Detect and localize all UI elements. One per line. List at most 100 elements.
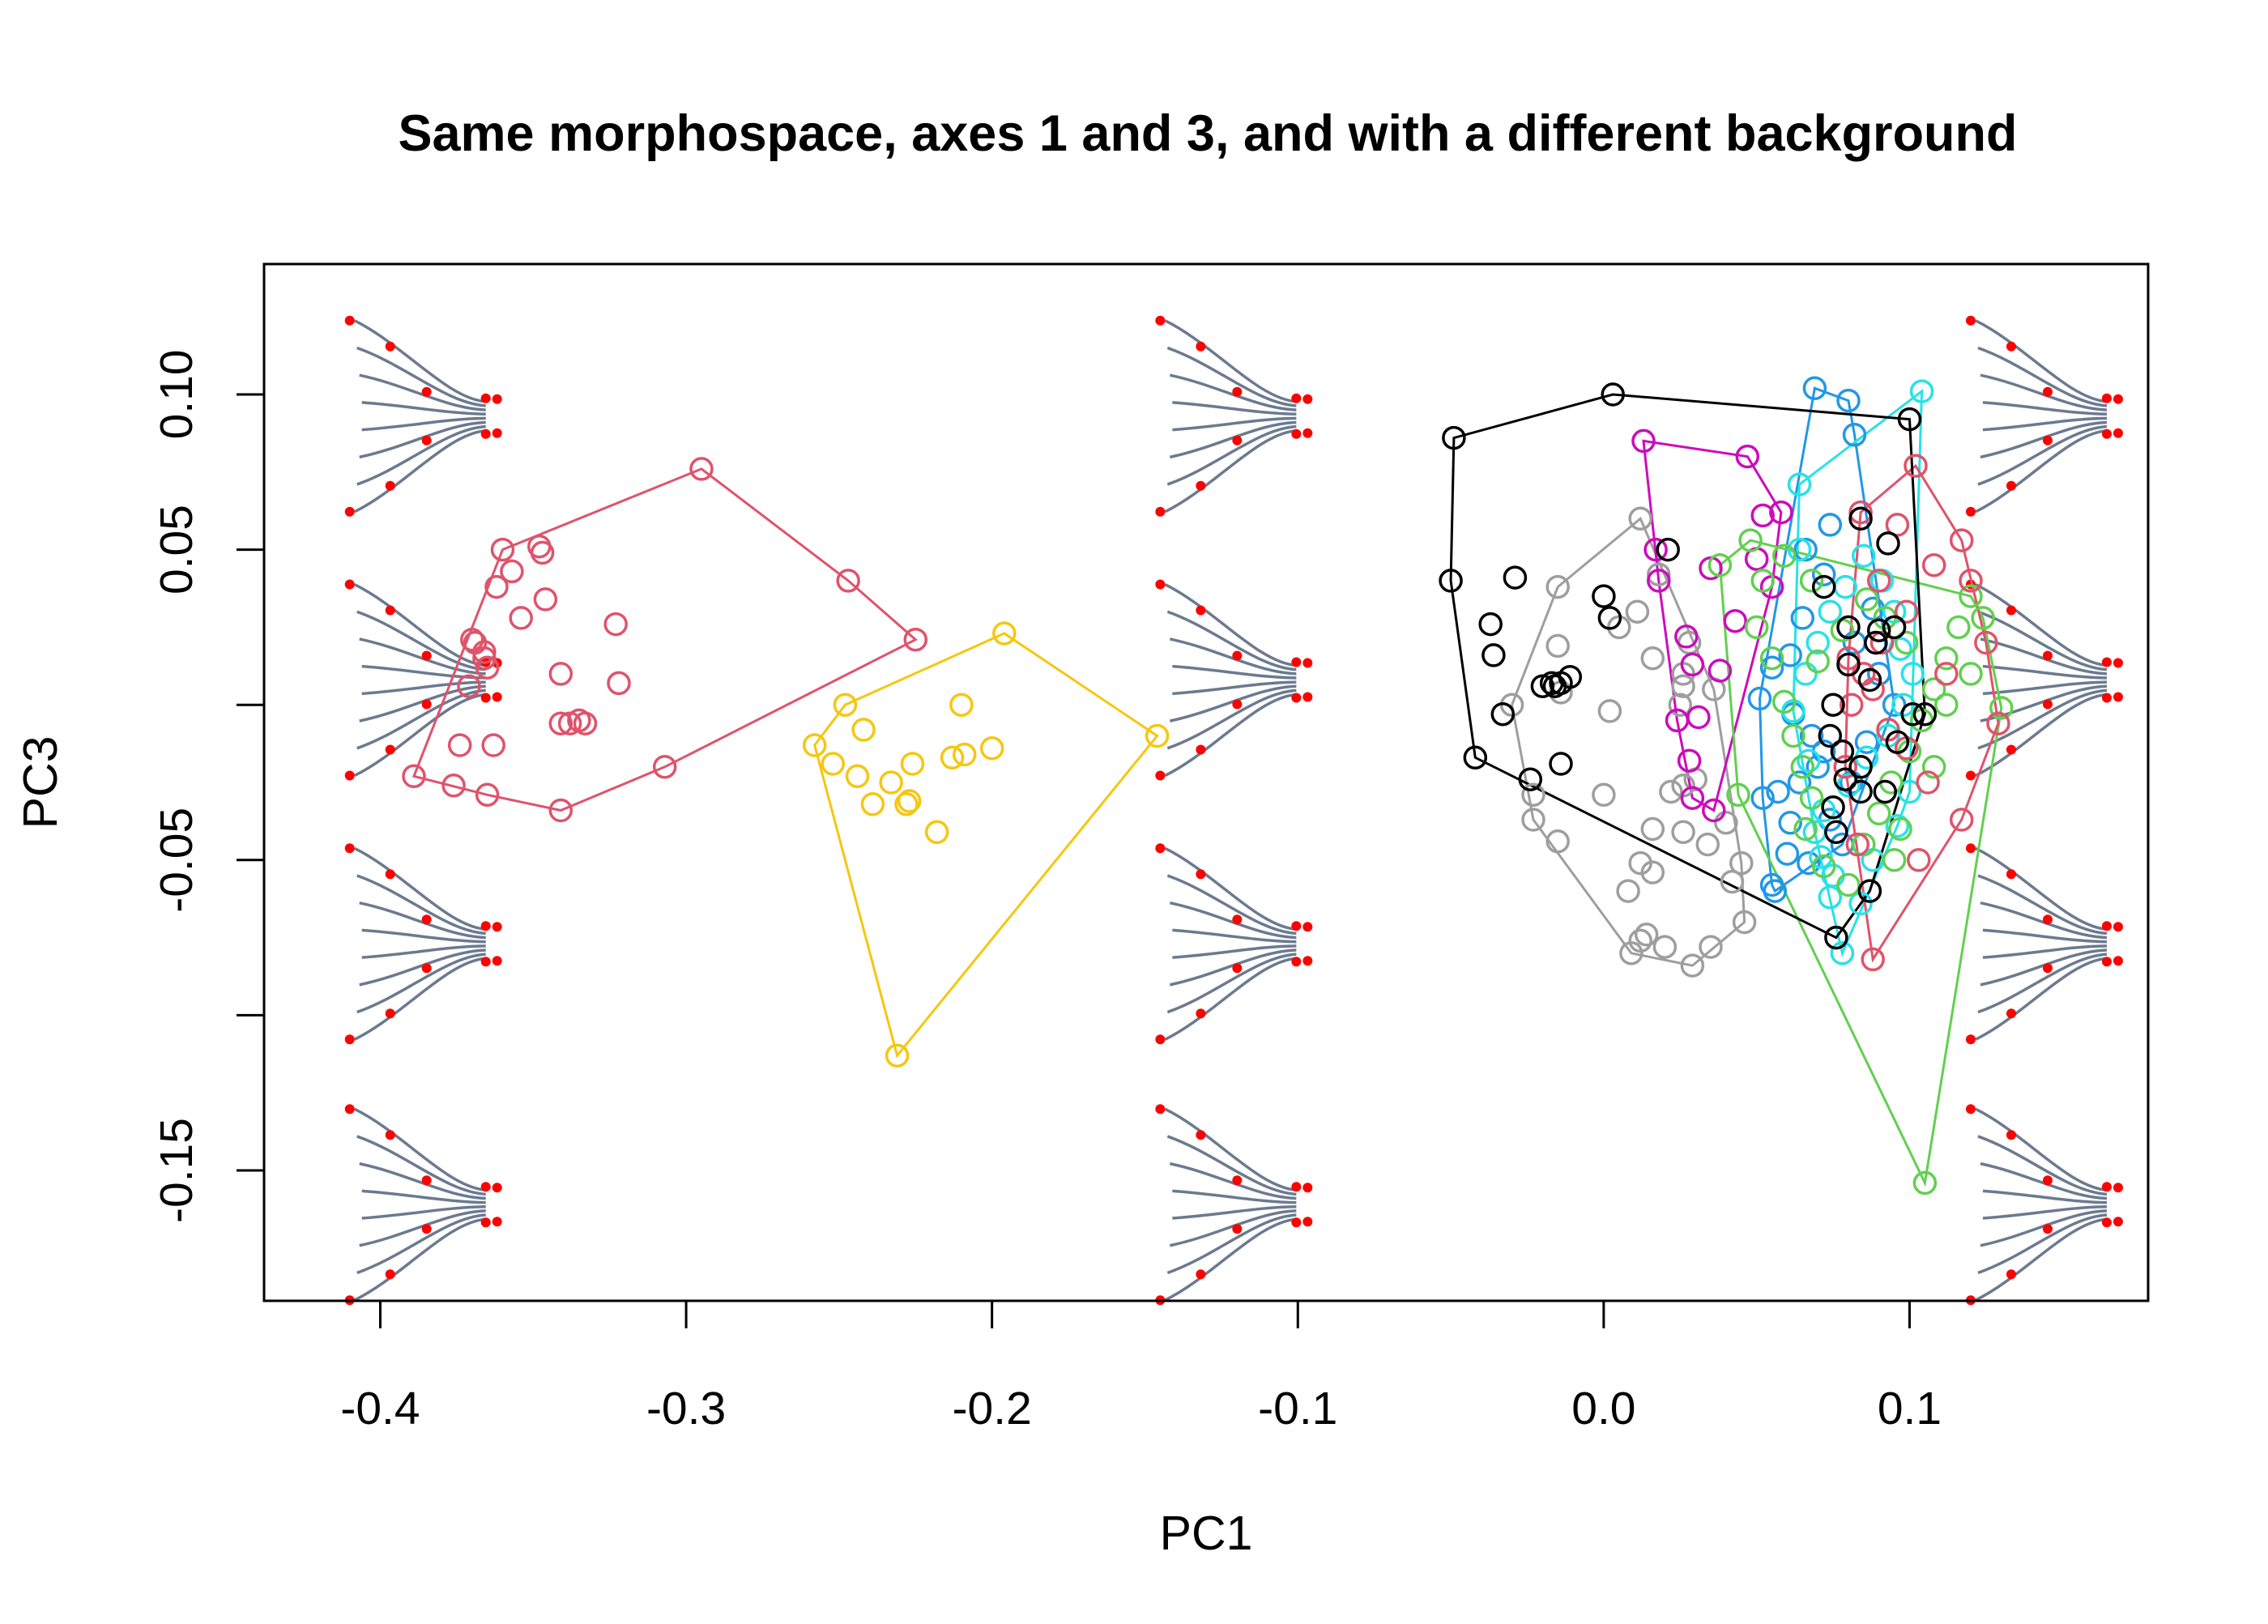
data-point [1852, 832, 1876, 857]
data-point [1839, 693, 1864, 717]
data-point [1759, 655, 1784, 680]
data-point [1592, 782, 1616, 808]
fin-landmark [1196, 869, 1206, 880]
data-point [447, 733, 472, 757]
data-point [949, 693, 974, 717]
fin-landmark [2006, 341, 2016, 352]
data-point [1759, 872, 1784, 897]
data-point [1769, 500, 1793, 525]
data-point [1652, 935, 1678, 959]
fin-landmark [1291, 1182, 1302, 1192]
data-point [1518, 767, 1543, 791]
data-point [1628, 850, 1652, 876]
data-point [1830, 941, 1855, 965]
data-point [1959, 662, 1983, 686]
data-point [1656, 537, 1680, 562]
fin-landmark [1302, 692, 1313, 702]
data-point [1921, 552, 1946, 578]
fin-shape [1155, 843, 1313, 1045]
fin-shape [1965, 315, 2123, 517]
data-point [1787, 770, 1812, 795]
data-point [1680, 953, 1705, 978]
data-point [481, 733, 505, 757]
data-point [1747, 686, 1772, 711]
data-point [1836, 388, 1861, 413]
data-point [1986, 711, 2010, 735]
data-point [1145, 723, 1170, 748]
fin-landmark [2006, 605, 2016, 616]
data-point [1799, 569, 1824, 593]
data-point [1720, 869, 1745, 894]
data-point [1503, 565, 1528, 590]
data-point [1680, 786, 1705, 810]
data-point [1888, 816, 1912, 842]
data-point [1894, 630, 1919, 655]
background-fin-shapes [344, 315, 2123, 1306]
data-point [1876, 531, 1900, 556]
data-point [1625, 599, 1650, 624]
data-point [1836, 615, 1861, 640]
data-point [1833, 574, 1857, 599]
data-point [1799, 723, 1824, 748]
fin-landmark [1155, 770, 1166, 781]
data-point [952, 742, 977, 767]
data-point [475, 782, 500, 808]
data-point [1921, 677, 1946, 701]
fin-landmark [1196, 1269, 1206, 1280]
fin-landmark [1302, 394, 1313, 404]
data-point [1864, 630, 1888, 655]
data-point [1723, 608, 1747, 633]
data-point [1934, 693, 1959, 717]
data-point [1946, 615, 1971, 640]
data-point [1665, 708, 1690, 733]
data-point [836, 569, 860, 593]
fin-landmark [2006, 1130, 2016, 1140]
data-point [1857, 667, 1882, 693]
data-point [1894, 599, 1919, 624]
data-point [1873, 779, 1898, 804]
data-point [1866, 801, 1891, 826]
fin-landmark [1965, 1104, 1976, 1115]
data-point [1707, 659, 1733, 683]
data-point [1805, 649, 1830, 674]
data-point [1680, 652, 1705, 677]
data-point [1836, 872, 1861, 897]
fin-landmark [2101, 1217, 2112, 1228]
fin-landmark [1232, 1224, 1243, 1234]
data-point [924, 820, 949, 845]
data-point [1818, 723, 1843, 748]
data-point [1601, 382, 1625, 407]
fin-landmark [1965, 315, 1976, 326]
data-point [475, 655, 500, 680]
fin-landmark [2112, 922, 2123, 932]
fin-landmark [492, 1217, 502, 1227]
group-hull-1 [411, 467, 918, 812]
data-point [548, 798, 573, 823]
data-point [402, 764, 426, 789]
data-point [548, 662, 573, 686]
fin-landmark [2101, 957, 2112, 967]
data-point [509, 606, 533, 630]
y-tick-label: -0.05 [151, 808, 202, 913]
fin-landmark [1965, 843, 1976, 854]
fin-landmark [2006, 480, 2016, 491]
data-point [860, 792, 885, 816]
data-point [460, 627, 484, 652]
x-tick-label: -0.1 [1258, 1383, 1337, 1434]
fin-landmark [2112, 956, 2123, 966]
data-point [845, 764, 870, 789]
data-point [1781, 723, 1805, 748]
fin-landmark [1232, 963, 1243, 974]
fin-landmark [1291, 428, 1302, 439]
data-point [1616, 879, 1640, 903]
fin-landmark [421, 1224, 432, 1234]
fin-shape [1965, 1104, 2123, 1306]
fin-landmark [1232, 1175, 1243, 1186]
group-hull-9 [1449, 393, 1926, 940]
data-point [1695, 832, 1720, 857]
data-point [1631, 428, 1656, 454]
fin-landmark [480, 693, 491, 703]
fin-landmark [421, 1175, 432, 1186]
data-point [1989, 696, 2014, 720]
y-axis: 0.10 0.05 -0.05 -0.15 [151, 349, 266, 1223]
